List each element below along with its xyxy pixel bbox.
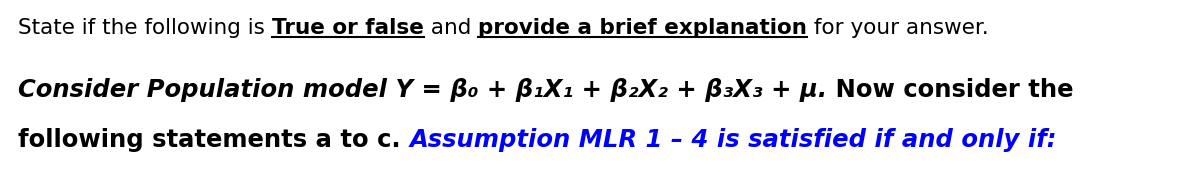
Text: provide a brief explanation: provide a brief explanation xyxy=(478,18,806,38)
Text: Now consider the: Now consider the xyxy=(827,78,1074,102)
Text: True or false: True or false xyxy=(271,18,424,38)
Text: Assumption MLR 1 – 4 is satisfied if and only if:: Assumption MLR 1 – 4 is satisfied if and… xyxy=(409,128,1057,152)
Text: and: and xyxy=(424,18,478,38)
Text: following statements a to c.: following statements a to c. xyxy=(18,128,409,152)
Text: Consider Population model Y = β₀ + β₁X₁ + β₂X₂ + β₃X₃ + μ.: Consider Population model Y = β₀ + β₁X₁ … xyxy=(18,78,827,102)
Text: for your answer.: for your answer. xyxy=(806,18,989,38)
Text: State if the following is: State if the following is xyxy=(18,18,271,38)
